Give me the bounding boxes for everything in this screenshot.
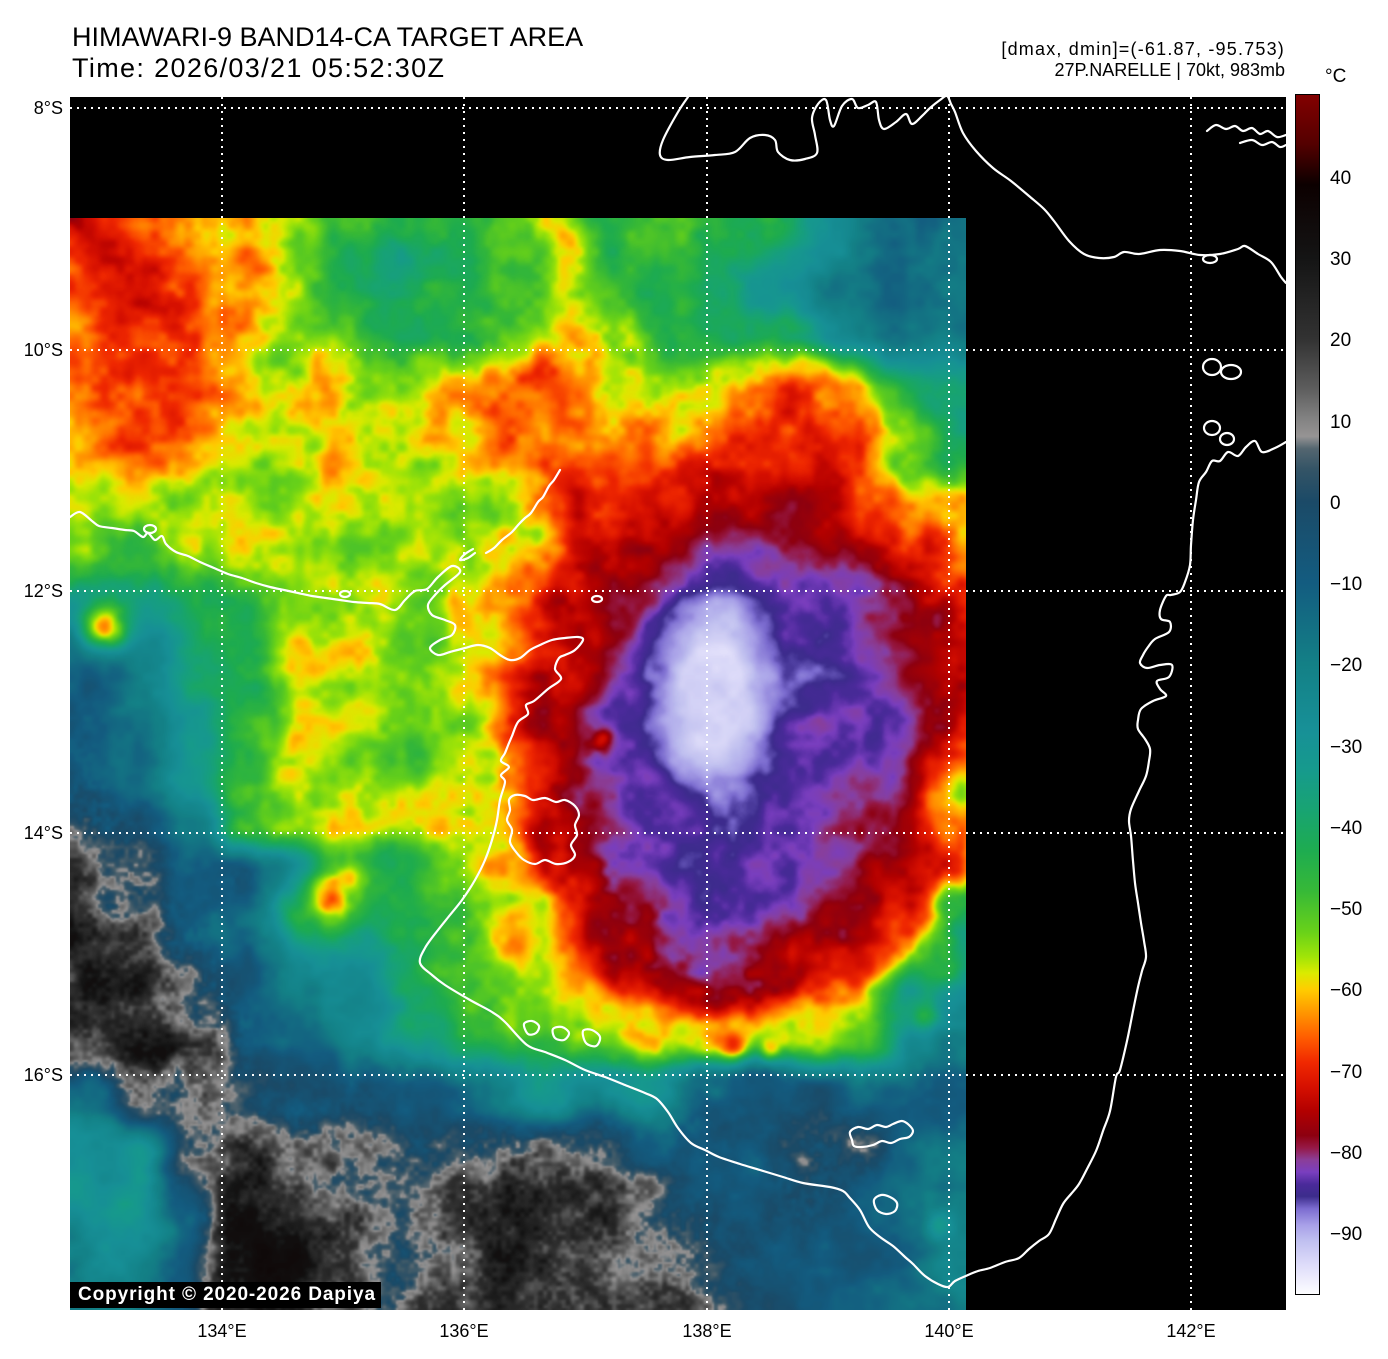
svg-text:−40: −40 xyxy=(1330,818,1362,839)
svg-text:−30: −30 xyxy=(1330,737,1362,758)
svg-text:40: 40 xyxy=(1330,168,1351,189)
svg-text:20: 20 xyxy=(1330,330,1351,351)
svg-text:−90: −90 xyxy=(1330,1224,1362,1245)
svg-text:8°S: 8°S xyxy=(34,98,63,118)
svg-text:−70: −70 xyxy=(1330,1062,1362,1083)
svg-text:−20: −20 xyxy=(1330,655,1362,676)
svg-text:10°S: 10°S xyxy=(24,340,63,360)
svg-text:−50: −50 xyxy=(1330,899,1362,920)
svg-text:138°E: 138°E xyxy=(682,1321,731,1341)
svg-text:136°E: 136°E xyxy=(439,1321,488,1341)
svg-text:−60: −60 xyxy=(1330,980,1362,1001)
svg-text:30: 30 xyxy=(1330,249,1351,270)
svg-text:140°E: 140°E xyxy=(924,1321,973,1341)
svg-text:0: 0 xyxy=(1330,493,1341,514)
svg-text:−10: −10 xyxy=(1330,574,1362,595)
svg-text:134°E: 134°E xyxy=(197,1321,246,1341)
svg-text:12°S: 12°S xyxy=(24,581,63,601)
svg-text:14°S: 14°S xyxy=(24,823,63,843)
svg-text:142°E: 142°E xyxy=(1166,1321,1215,1341)
svg-text:16°S: 16°S xyxy=(24,1065,63,1085)
svg-text:10: 10 xyxy=(1330,412,1351,433)
svg-text:−80: −80 xyxy=(1330,1143,1362,1164)
